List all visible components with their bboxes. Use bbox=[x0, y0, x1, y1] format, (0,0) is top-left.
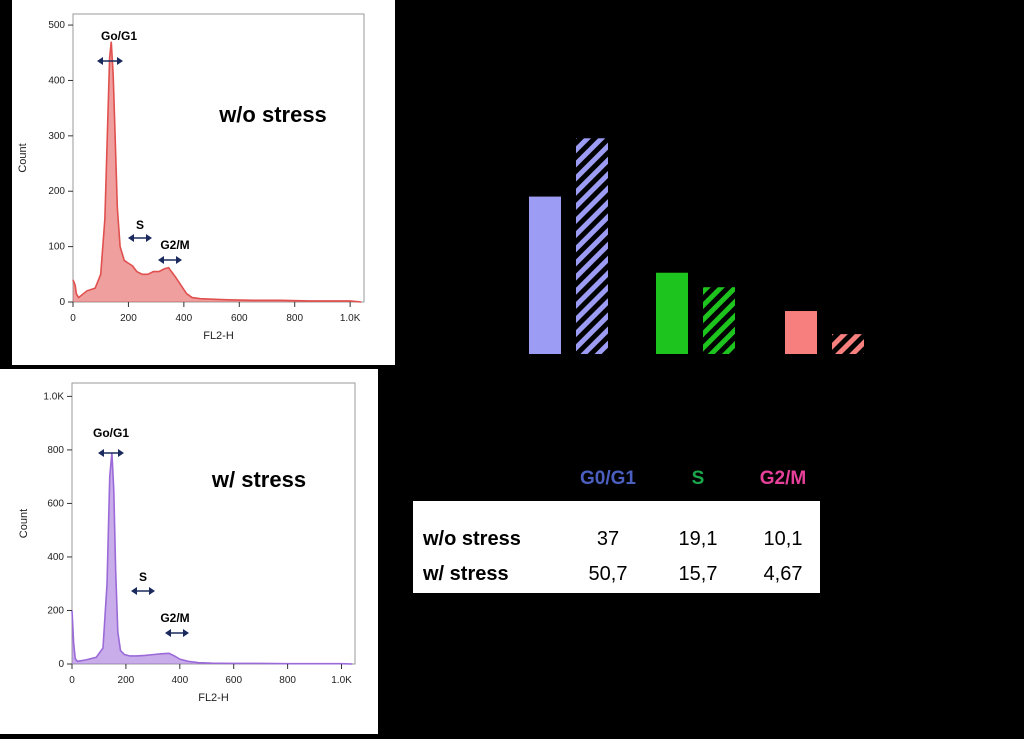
arrow-head-left bbox=[131, 587, 137, 595]
header-g2-m: G2/M bbox=[759, 468, 807, 489]
x-tick-label: 400 bbox=[176, 313, 193, 324]
x-axis-label: FL2-H bbox=[198, 692, 229, 704]
histogram-with-stress: 0 200 400 600 800 1.0K 0 200 400 600 800 1.0K FL2-H C… bbox=[18, 382, 356, 704]
table-row: w/ stress 50,7 15,7 4,67 bbox=[413, 563, 820, 597]
x-tick-label: 800 bbox=[286, 313, 303, 324]
row-label: w/ stress bbox=[423, 563, 509, 585]
phase-label: S bbox=[136, 218, 144, 232]
y-tick-label: 500 bbox=[48, 20, 65, 31]
y-tick-label: 200 bbox=[48, 186, 65, 197]
header-s: S bbox=[691, 468, 705, 489]
y-tick-label: 300 bbox=[48, 131, 65, 142]
x-tick-label: 400 bbox=[171, 675, 188, 686]
y-tick-label: 400 bbox=[48, 75, 65, 86]
arrow-head-right bbox=[149, 587, 155, 595]
arrow-head-left bbox=[158, 256, 164, 264]
x-tick-label: 800 bbox=[279, 675, 296, 686]
histogram-area bbox=[73, 41, 362, 302]
y-tick-label: 600 bbox=[47, 498, 64, 509]
table-cell: 4,67 bbox=[763, 563, 803, 585]
histogram-line bbox=[72, 41, 362, 303]
arrow-head-left bbox=[97, 57, 103, 65]
x-axis-label: FL2-H bbox=[203, 330, 234, 342]
table-cell: 19,1 bbox=[678, 528, 718, 550]
histogram-panel-with-stress: 0 200 400 600 800 1.0K 0 200 400 600 800 1.0K FL2-H C… bbox=[0, 369, 378, 734]
bar-s-with-stress bbox=[703, 287, 735, 354]
y-axis-label: Count bbox=[17, 143, 29, 172]
y-axis-label: Count bbox=[18, 509, 30, 538]
arrow-head-right bbox=[117, 57, 123, 65]
y-tick-label: 200 bbox=[47, 605, 64, 616]
arrow-head-left bbox=[98, 449, 104, 457]
table-row: w/o stress 37 19,1 10,1 bbox=[413, 528, 820, 562]
arrow-head-left bbox=[128, 234, 134, 242]
condition-label: w/ stress bbox=[211, 467, 306, 492]
phase-label: G2/M bbox=[160, 238, 189, 252]
percentages-table: w/o stress 37 19,1 10,1 w/ stress 50,7 1… bbox=[413, 501, 820, 593]
arrow-head-left bbox=[165, 629, 171, 637]
x-tick-label: 1.0K bbox=[331, 675, 352, 686]
phase-label: Go/G1 bbox=[101, 29, 137, 43]
table-cell: 15,7 bbox=[678, 563, 718, 585]
x-tick-label: 600 bbox=[231, 313, 248, 324]
phase-label: G2/M bbox=[160, 611, 189, 625]
y-tick-label: 0 bbox=[59, 297, 65, 308]
bar-g2-m-without-stress bbox=[785, 311, 817, 354]
phase-label: Go/G1 bbox=[93, 426, 129, 440]
x-tick-label: 0 bbox=[70, 313, 76, 324]
table-header: G0/G1 S G2/M bbox=[413, 468, 820, 498]
y-tick-label: 400 bbox=[47, 552, 64, 563]
table-cell: 50,7 bbox=[588, 563, 628, 585]
table-cell: 37 bbox=[596, 528, 620, 550]
y-tick-label: 100 bbox=[48, 242, 65, 253]
arrow-head-right bbox=[118, 449, 124, 457]
bar-g0-g1-with-stress bbox=[576, 138, 608, 354]
condition-label: w/o stress bbox=[218, 102, 327, 127]
arrow-head-right bbox=[146, 234, 152, 242]
histogram-without-stress: 0 200 400 600 800 1.0K 0 100 200 300 400 500 FL2-H Co… bbox=[17, 13, 365, 342]
y-tick-label: 1.0K bbox=[43, 391, 64, 402]
x-tick-label: 0 bbox=[69, 675, 75, 686]
bar-g2-m-with-stress bbox=[832, 334, 864, 354]
arrow-head-right bbox=[183, 629, 189, 637]
histogram-panel-without-stress: 0 200 400 600 800 1.0K 0 100 200 300 400 500 FL2-H Co… bbox=[12, 0, 395, 365]
cell-cycle-bar-chart bbox=[529, 138, 864, 354]
arrow-head-right bbox=[176, 256, 182, 264]
phase-label: S bbox=[139, 570, 147, 584]
row-label: w/o stress bbox=[423, 528, 521, 550]
x-tick-label: 1.0K bbox=[340, 313, 361, 324]
bar-s-without-stress bbox=[656, 272, 688, 354]
x-tick-label: 600 bbox=[225, 675, 242, 686]
header-g0-g1: G0/G1 bbox=[580, 468, 636, 489]
y-tick-label: 0 bbox=[58, 659, 64, 670]
table-cell: 10,1 bbox=[763, 528, 803, 550]
x-tick-label: 200 bbox=[120, 313, 137, 324]
histogram-line bbox=[71, 452, 353, 665]
x-tick-label: 200 bbox=[118, 675, 135, 686]
bar-g0-g1-without-stress bbox=[529, 196, 561, 354]
y-tick-label: 800 bbox=[47, 445, 64, 456]
